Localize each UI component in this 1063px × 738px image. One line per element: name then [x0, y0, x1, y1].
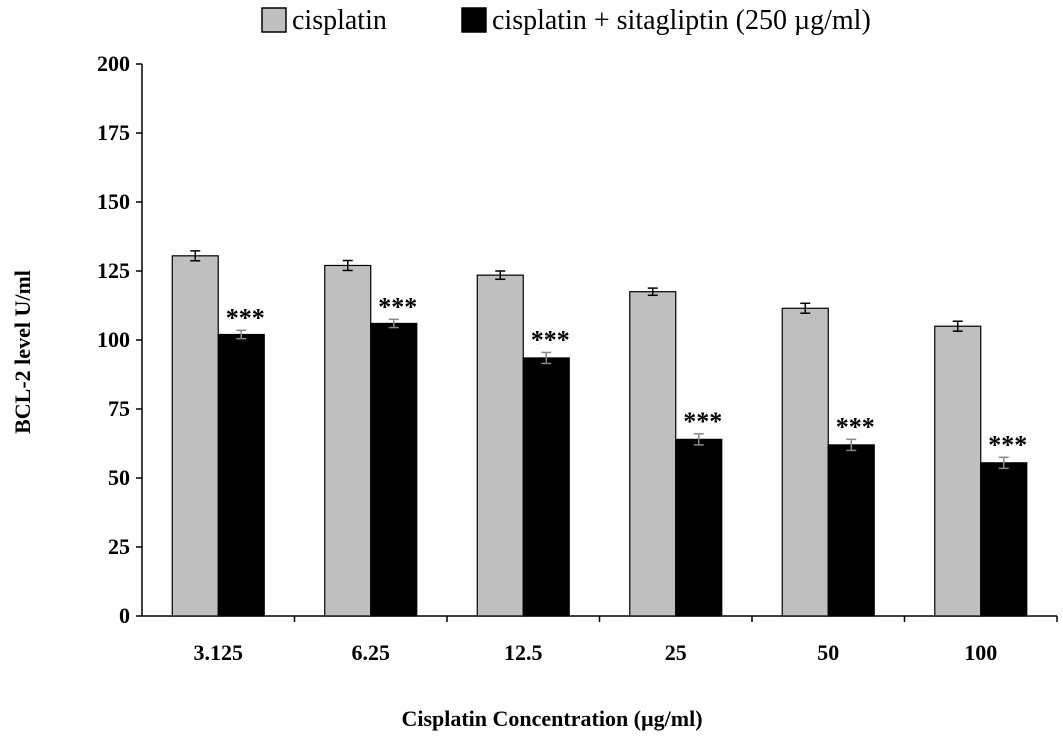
- legend-swatch-cisplatin-sitagliptin: [461, 7, 487, 33]
- legend-swatch-cisplatin: [261, 7, 287, 33]
- legend: cisplatin cisplatin + sitagliptin (250 µ…: [261, 5, 871, 36]
- bar-cisplatin: [171, 255, 219, 617]
- significance-annotations: *** *** *** *** *** ***: [226, 292, 1028, 459]
- y-tick-label: 175: [97, 120, 130, 145]
- bar-cisplatin: [781, 307, 829, 617]
- significance-marker: ***: [836, 412, 875, 441]
- x-tick-label: 50: [817, 640, 839, 665]
- x-tick-label: 12.5: [504, 640, 543, 665]
- significance-marker: ***: [683, 407, 722, 436]
- bar-cisplatin-sitagliptin: [675, 438, 723, 617]
- legend-label-cisplatin: cisplatin: [292, 5, 387, 36]
- bar-cisplatin-sitagliptin: [980, 462, 1028, 617]
- x-tick-labels: 3.125 6.25 12.5 25 50 100: [194, 640, 998, 665]
- bars: [171, 250, 1028, 617]
- bar-cisplatin: [934, 325, 982, 617]
- y-tick-label: 50: [108, 465, 130, 490]
- bar-cisplatin: [629, 291, 677, 617]
- bar-cisplatin-sitagliptin: [217, 333, 265, 617]
- y-axis-label: BCL-2 level U/ml: [10, 270, 35, 434]
- y-tick-label: 125: [97, 258, 130, 283]
- bar-cisplatin-sitagliptin: [522, 357, 570, 617]
- significance-marker: ***: [378, 292, 417, 321]
- significance-marker: ***: [226, 303, 265, 332]
- legend-label-cisplatin-sitagliptin: cisplatin + sitagliptin (250 µg/ml): [492, 5, 871, 36]
- bar-cisplatin-sitagliptin: [370, 322, 418, 617]
- significance-marker: ***: [531, 325, 570, 354]
- bar-cisplatin: [476, 274, 524, 617]
- x-axis-label: Cisplatin Concentration (µg/ml): [401, 706, 702, 731]
- significance-marker: ***: [988, 430, 1027, 459]
- y-tick-label: 100: [97, 327, 130, 352]
- bar-cisplatin: [324, 264, 372, 617]
- y-tick-label: 0: [119, 603, 130, 628]
- bar-cisplatin-sitagliptin: [827, 444, 875, 617]
- x-tick-label: 25: [665, 640, 687, 665]
- axes: [136, 63, 1058, 622]
- y-tick-labels: 0 25 50 75 100 125 150 175 200: [97, 51, 130, 628]
- x-tick-label: 3.125: [194, 640, 244, 665]
- y-tick-label: 75: [108, 396, 130, 421]
- x-tick-label: 6.25: [352, 640, 391, 665]
- y-tick-label: 200: [97, 51, 130, 76]
- y-tick-label: 150: [97, 189, 130, 214]
- x-tick-label: 100: [964, 640, 997, 665]
- y-tick-label: 25: [108, 534, 130, 559]
